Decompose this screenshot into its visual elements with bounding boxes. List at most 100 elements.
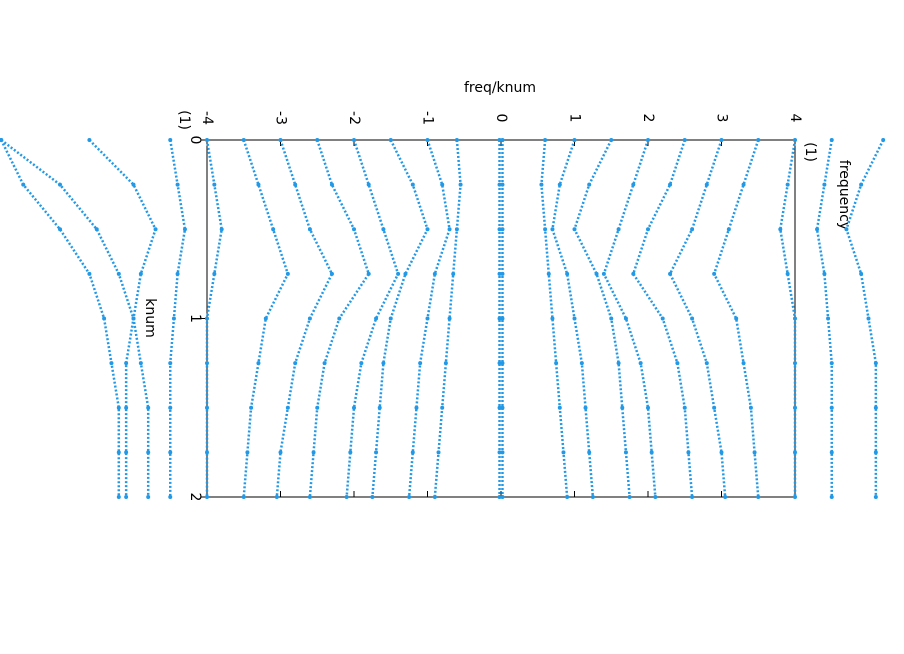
point	[432, 271, 437, 276]
point	[500, 271, 505, 276]
point	[822, 271, 827, 276]
x-tick-label: -4	[199, 111, 215, 125]
point	[374, 316, 379, 321]
point	[388, 138, 393, 142]
point	[500, 361, 505, 366]
point	[815, 227, 820, 232]
point	[87, 271, 92, 276]
point	[623, 316, 628, 321]
point	[587, 450, 592, 455]
point	[881, 138, 886, 142]
y-tick-label: 0	[187, 136, 203, 145]
point	[554, 361, 559, 366]
point	[616, 227, 621, 232]
point	[690, 227, 695, 232]
point	[756, 138, 761, 142]
curve	[205, 139, 223, 497]
point	[138, 361, 143, 366]
point	[366, 271, 371, 276]
point	[561, 450, 566, 455]
y-tick-label: 1	[187, 314, 203, 323]
point	[785, 271, 790, 276]
point	[631, 182, 636, 187]
point	[205, 316, 209, 321]
point	[590, 495, 595, 499]
point	[285, 405, 290, 410]
point	[653, 495, 658, 499]
point	[124, 361, 129, 366]
point	[609, 316, 614, 321]
point	[425, 316, 430, 321]
point	[344, 495, 349, 499]
point	[748, 405, 753, 410]
point	[285, 271, 290, 276]
point	[293, 361, 298, 366]
point	[418, 361, 423, 366]
point	[87, 138, 92, 142]
point	[381, 361, 386, 366]
point	[497, 227, 502, 232]
point	[102, 316, 107, 321]
point	[205, 405, 209, 410]
point	[579, 361, 584, 366]
point	[601, 271, 606, 276]
point	[458, 182, 463, 187]
point	[500, 450, 505, 455]
point	[278, 450, 283, 455]
point	[116, 405, 121, 410]
point	[859, 271, 864, 276]
point	[414, 405, 419, 410]
curve	[0, 139, 150, 497]
point	[859, 182, 864, 187]
right-label: frequency	[836, 160, 852, 230]
point	[138, 271, 143, 276]
point	[826, 316, 831, 321]
point	[726, 227, 731, 232]
point	[403, 271, 408, 276]
point	[116, 271, 121, 276]
point	[21, 182, 26, 187]
x-tick-label: 2	[640, 114, 656, 123]
point	[793, 495, 797, 499]
point	[712, 271, 717, 276]
point	[410, 450, 415, 455]
point	[249, 405, 254, 410]
point	[565, 495, 570, 499]
point	[124, 495, 129, 499]
point	[546, 271, 551, 276]
point	[500, 495, 505, 499]
point	[146, 405, 151, 410]
point	[205, 495, 209, 499]
point	[263, 316, 268, 321]
point	[668, 271, 673, 276]
point	[829, 138, 834, 142]
point	[719, 138, 724, 142]
point	[454, 227, 459, 232]
point	[646, 405, 650, 410]
curve	[371, 139, 429, 498]
point	[741, 182, 746, 187]
point	[497, 271, 502, 276]
point	[741, 361, 746, 366]
point	[58, 182, 62, 187]
point	[756, 495, 761, 499]
x-tick-label: 0	[493, 114, 509, 123]
point	[410, 182, 415, 187]
point	[649, 450, 654, 455]
point	[734, 316, 739, 321]
point	[447, 227, 452, 232]
point	[146, 495, 151, 499]
point	[278, 138, 283, 142]
point	[241, 495, 246, 499]
curve	[779, 139, 797, 497]
point	[500, 405, 505, 410]
point	[500, 182, 505, 187]
point	[550, 227, 555, 232]
point	[245, 450, 250, 455]
point	[352, 227, 356, 232]
point	[497, 450, 502, 455]
x-tick-label: 3	[714, 114, 730, 123]
point	[500, 227, 505, 232]
point	[447, 316, 452, 321]
point	[638, 361, 643, 366]
